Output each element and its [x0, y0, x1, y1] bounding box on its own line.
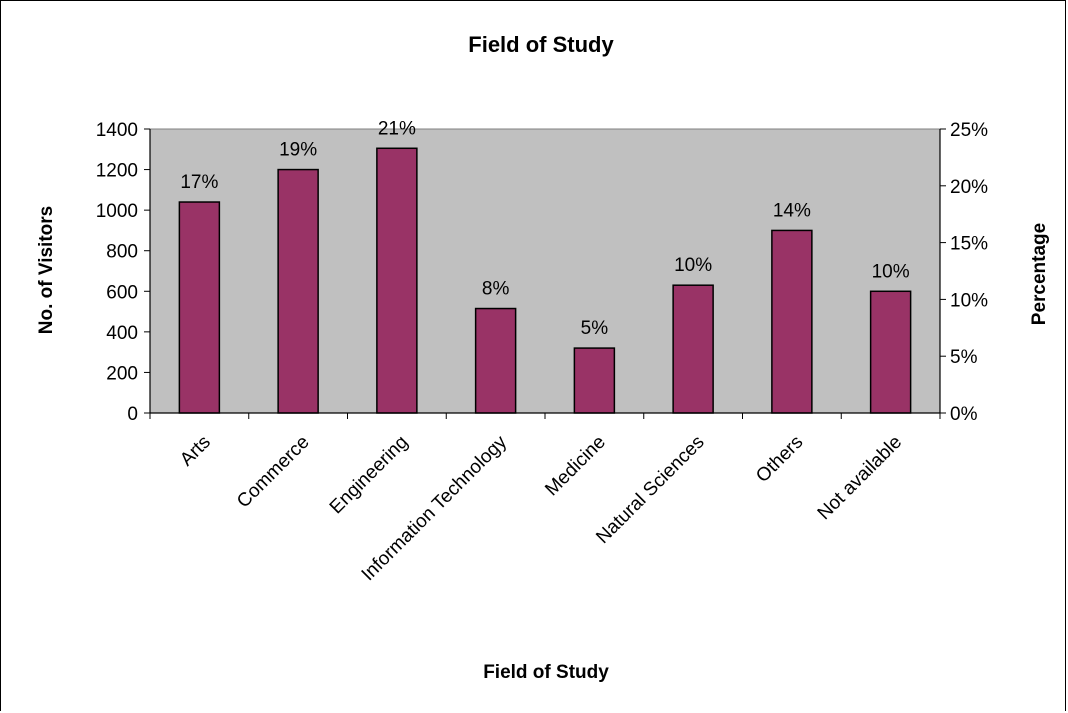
category-label: Others: [752, 432, 807, 487]
data-label: 19%: [279, 140, 317, 161]
category-label: Engineering: [326, 432, 413, 519]
data-label: 5%: [581, 318, 609, 339]
y2-tick-label: 20%: [950, 177, 988, 198]
y-tick-label: 0: [127, 404, 138, 425]
y-tick-label: 400: [106, 323, 138, 344]
category-label: Natural Sciences: [592, 432, 708, 548]
bar: [178, 201, 221, 414]
y2-axis-title: Percentage: [1029, 223, 1050, 325]
x-axis-title: Field of Study: [483, 662, 609, 683]
data-labels-group: 17% 19% 21% 8% 5% 10% 14% 10%: [180, 118, 909, 339]
y2-ticks-group: 0% 5% 10% 15% 20% 25%: [940, 120, 988, 425]
chart-title: Field of Study: [468, 32, 614, 57]
data-label: 8%: [482, 279, 510, 300]
bar: [474, 307, 517, 414]
bar: [277, 168, 319, 414]
y-tick-label: 1200: [96, 161, 138, 182]
data-label: 10%: [674, 255, 712, 276]
plot-area: [149, 128, 941, 414]
bar: [573, 347, 616, 414]
y-axis-title: No. of Visitors: [36, 206, 57, 334]
y-tick-label: 1400: [96, 120, 138, 141]
y2-tick-label: 5%: [950, 347, 978, 368]
axes-group: [149, 129, 941, 419]
y-tick-label: 200: [106, 363, 138, 384]
bar: [672, 284, 714, 414]
category-label: Arts: [176, 432, 215, 471]
data-label: 10%: [872, 261, 910, 282]
data-label: 17%: [180, 172, 218, 193]
y2-tick-label: 0%: [950, 404, 978, 425]
data-label: 14%: [773, 200, 811, 221]
y-ticks-group: 0 200 400 600 800 1000 1200 1400: [96, 120, 150, 425]
y2-tick-label: 10%: [950, 290, 988, 311]
category-label: Commerce: [233, 432, 314, 513]
data-label: 21%: [378, 118, 416, 139]
bar: [771, 229, 813, 414]
bar: [376, 147, 418, 414]
y-tick-label: 600: [106, 282, 138, 303]
bar: [869, 290, 912, 414]
category-label: Not available: [814, 432, 907, 525]
category-label: Medicine: [541, 432, 610, 501]
y-tick-label: 1000: [96, 201, 138, 222]
y-tick-label: 800: [106, 242, 138, 263]
y2-tick-label: 25%: [950, 120, 988, 141]
y2-tick-label: 15%: [950, 234, 988, 255]
